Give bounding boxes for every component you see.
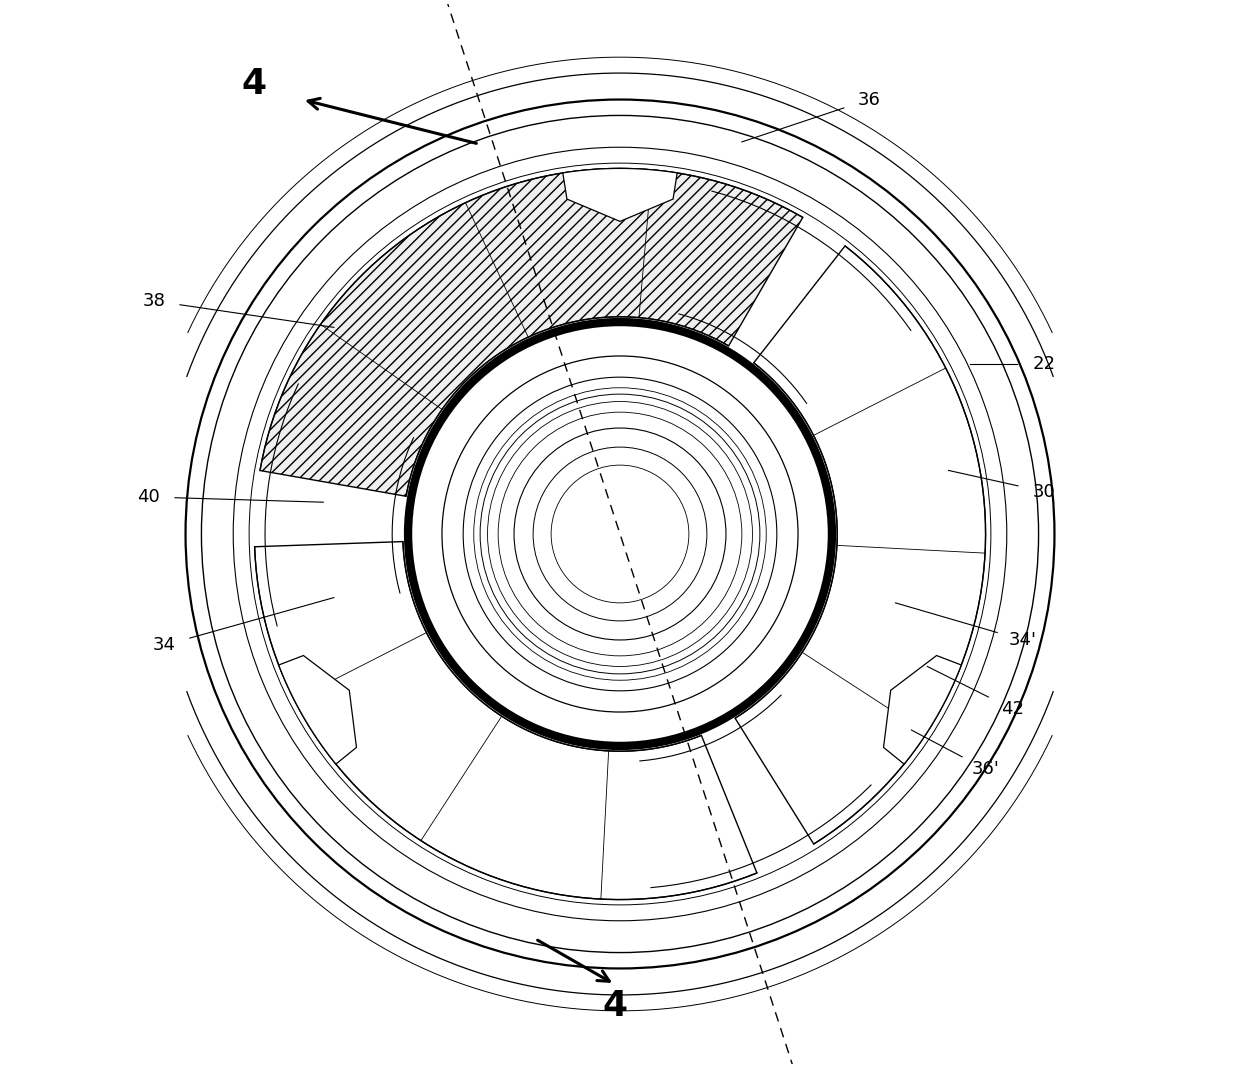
Text: 38: 38 bbox=[143, 292, 165, 310]
Polygon shape bbox=[563, 169, 677, 221]
Polygon shape bbox=[260, 169, 802, 497]
Text: 4: 4 bbox=[242, 66, 267, 100]
Polygon shape bbox=[884, 656, 961, 764]
Text: 30: 30 bbox=[1033, 483, 1055, 501]
Polygon shape bbox=[279, 656, 356, 764]
Text: 36': 36' bbox=[972, 760, 999, 779]
Polygon shape bbox=[254, 541, 756, 899]
Text: 34': 34' bbox=[1008, 631, 1037, 649]
Polygon shape bbox=[735, 246, 986, 844]
Text: 4: 4 bbox=[603, 989, 627, 1022]
Text: 22: 22 bbox=[1033, 356, 1055, 374]
Text: 42: 42 bbox=[1001, 700, 1023, 718]
Text: 40: 40 bbox=[138, 488, 160, 506]
Text: 34: 34 bbox=[153, 637, 176, 655]
Text: 36: 36 bbox=[858, 91, 880, 109]
